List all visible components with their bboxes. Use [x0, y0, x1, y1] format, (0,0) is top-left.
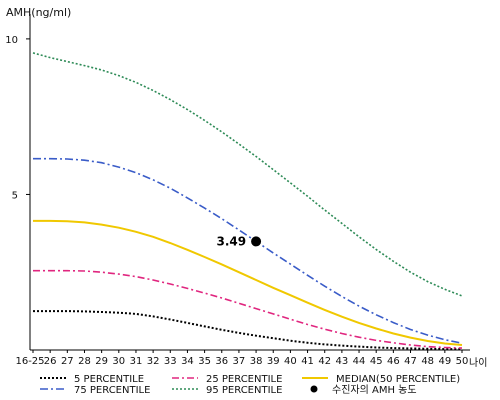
patient-amh-value-label: 3.49 — [216, 234, 246, 248]
x-tick-label: 28 — [78, 356, 91, 367]
x-tick-label: 45 — [370, 356, 383, 367]
series-line-median-50-percentile — [33, 219, 463, 346]
x-tick-label: 39 — [267, 356, 280, 367]
x-tick-label: 42 — [318, 356, 331, 367]
legend-label: 95 PERCENTILE — [206, 385, 282, 396]
x-tick-label: 16-25 — [15, 356, 44, 367]
x-tick-label: 49 — [438, 356, 451, 367]
x-tick-label: 32 — [147, 356, 160, 367]
legend-label: 수진자의 AMH 농도 — [332, 384, 417, 396]
x-tick-label: 44 — [353, 356, 366, 367]
series-line-75-percentile — [33, 157, 463, 344]
y-tick-label: 10 — [5, 35, 18, 46]
x-tick-label: 34 — [181, 356, 194, 367]
x-tick-label: 46 — [387, 356, 400, 367]
x-tick-label: 31 — [130, 356, 143, 367]
series-line-25-percentile — [33, 269, 463, 349]
patient-marker-group: 3.49 — [216, 234, 262, 248]
x-tick-label: 27 — [61, 356, 74, 367]
x-tick-label: 36 — [215, 356, 228, 367]
x-tick-label: 50 — [456, 356, 469, 367]
x-tick-label: 35 — [198, 356, 211, 367]
x-tick-label: 29 — [95, 356, 108, 367]
x-tick-label: 47 — [404, 356, 417, 367]
series-group — [32, 52, 463, 351]
legend-label: MEDIAN(50 PERCENTILE) — [336, 374, 460, 385]
x-tick-label: 40 — [284, 356, 297, 367]
x-axis-unit-label: 나이 — [469, 357, 487, 369]
x-tick-label: 48 — [421, 356, 434, 367]
x-tick-label: 41 — [301, 356, 314, 367]
x-tick-label: 38 — [250, 356, 263, 367]
legend-label: 25 PERCENTILE — [206, 374, 282, 385]
legend-label: 75 PERCENTILE — [74, 385, 150, 396]
axes: 5 10 16-25 26 27 28 29 30 31 32 33 34 35 36 37 38 39 40 41… — [5, 14, 470, 367]
legend-marker-dot — [310, 385, 318, 393]
x-tick-label: 37 — [233, 356, 246, 367]
y-axis-title: AMH(ng/ml) — [6, 6, 71, 19]
y-tick-label: 5 — [12, 190, 18, 201]
patient-amh-marker — [251, 236, 262, 247]
series-line-95-percentile — [32, 52, 463, 297]
legend-label: 5 PERCENTILE — [74, 374, 144, 385]
legend: 5 PERCENTILE 25 PERCENTILE MEDIAN(50 PERCE… — [40, 374, 460, 396]
x-tick-label: 30 — [112, 356, 125, 367]
x-tick-label: 33 — [164, 356, 177, 367]
series-line-5-percentile — [33, 310, 462, 351]
x-tick-label: 26 — [44, 356, 57, 367]
x-tick-label: 43 — [336, 356, 349, 367]
